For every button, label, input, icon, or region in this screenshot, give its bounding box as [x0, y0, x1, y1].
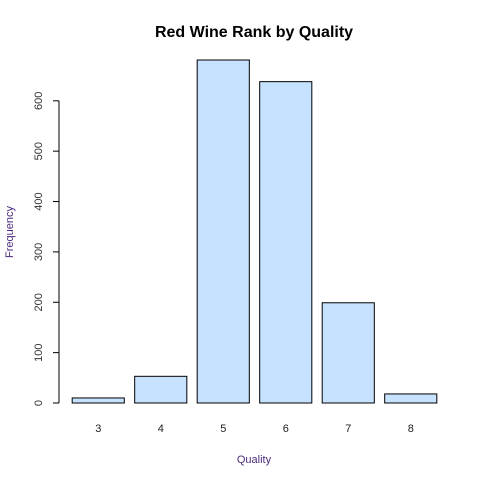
y-axis: 0 100 200 300 400 500 600	[33, 92, 60, 406]
bar-4	[134, 375, 188, 404]
x-tick-label-8: 8	[408, 423, 414, 435]
bar-5	[196, 59, 250, 404]
bar-8	[384, 393, 438, 404]
x-tick-label-7: 7	[345, 423, 351, 435]
x-tick-label-5: 5	[220, 423, 226, 435]
y-tick-label-300: 300	[33, 243, 45, 261]
y-axis-label: Frequency	[4, 206, 16, 258]
x-axis-label: Quality	[237, 454, 272, 466]
y-tick-label-400: 400	[33, 192, 45, 210]
x-tick-label-4: 4	[158, 423, 164, 435]
y-tick-label-600: 600	[33, 92, 45, 110]
bar-7	[321, 302, 375, 404]
bar-3	[71, 397, 125, 404]
bar-6	[259, 81, 313, 404]
chart-title: Red Wine Rank by Quality	[155, 24, 353, 41]
y-tick-label-500: 500	[33, 142, 45, 160]
x-category-labels: 3 4 5 6 7 8	[95, 423, 414, 435]
y-tick-label-0: 0	[33, 400, 45, 406]
x-tick-label-6: 6	[283, 423, 289, 435]
y-tick-label-100: 100	[33, 343, 45, 361]
x-tick-label-3: 3	[95, 423, 101, 435]
y-tick-label-200: 200	[33, 293, 45, 311]
bars-group	[71, 59, 438, 404]
